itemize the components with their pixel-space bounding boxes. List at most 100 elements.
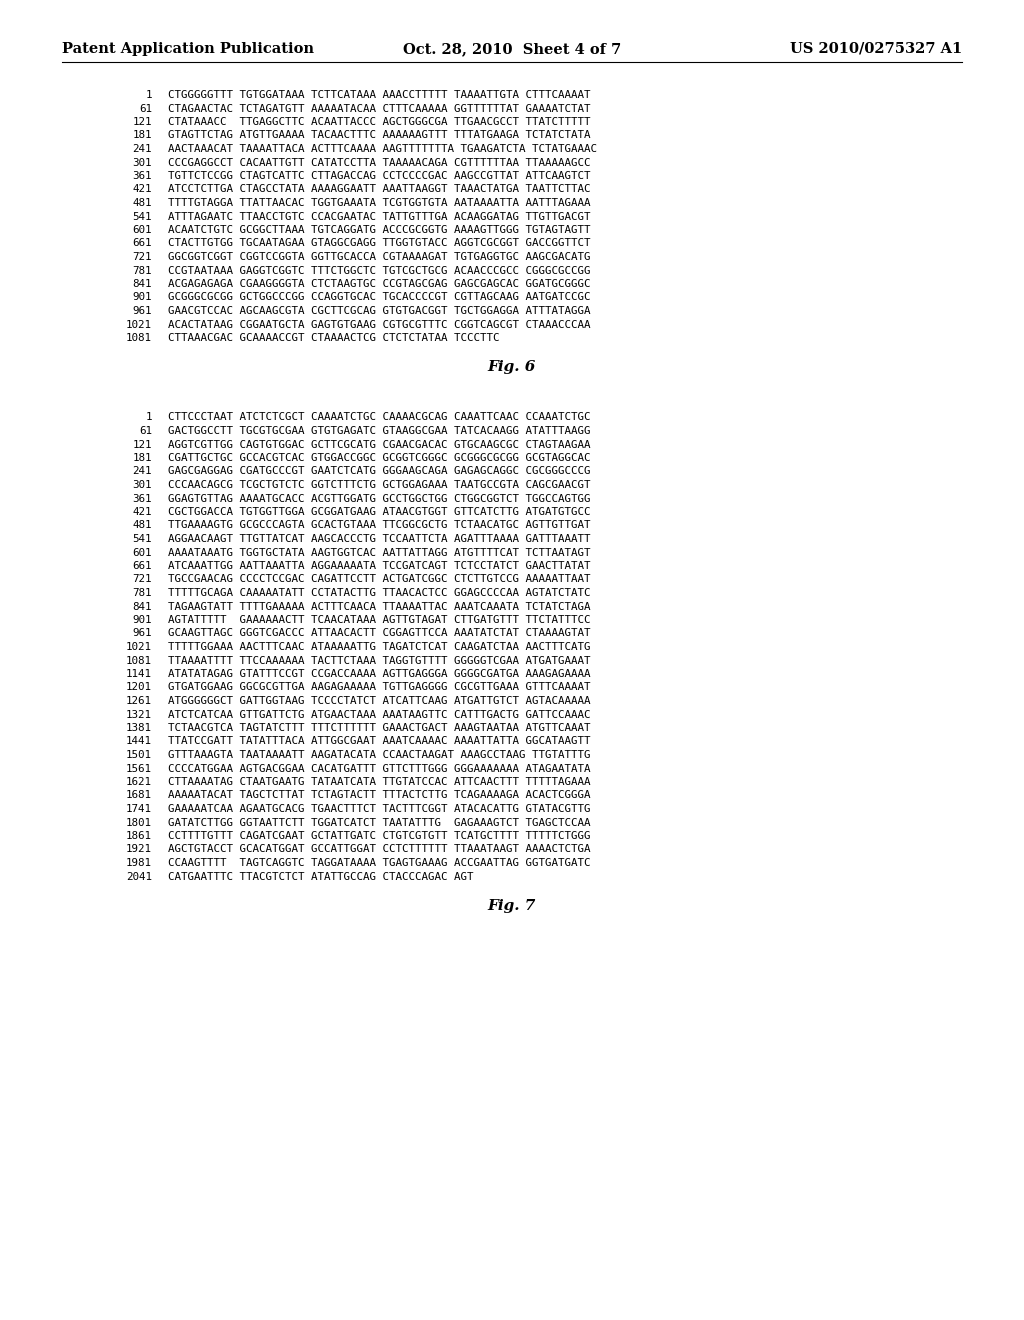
Text: GAGCGAGGAG CGATGCCCGT GAATCTCATG GGGAAGCAGA GAGAGCAGGC CGCGGGCCCG: GAGCGAGGAG CGATGCCCGT GAATCTCATG GGGAAGC… xyxy=(168,466,591,477)
Text: Fig. 7: Fig. 7 xyxy=(487,899,537,913)
Text: GCGGGCGCGG GCTGGCCCGG CCAGGTGCAC TGCACCCCGT CGTTAGCAAG AATGATCCGC: GCGGGCGCGG GCTGGCCCGG CCAGGTGCAC TGCACCC… xyxy=(168,293,591,302)
Text: 541: 541 xyxy=(132,211,152,222)
Text: 1021: 1021 xyxy=(126,319,152,330)
Text: 301: 301 xyxy=(132,480,152,490)
Text: 541: 541 xyxy=(132,535,152,544)
Text: 1: 1 xyxy=(145,90,152,100)
Text: ATGGGGGGCT GATTGGTAAG TCCCCTATCT ATCATTCAAG ATGATTGTCT AGTACAAAAA: ATGGGGGGCT GATTGGTAAG TCCCCTATCT ATCATTC… xyxy=(168,696,591,706)
Text: TTGAAAAGTG GCGCCCAGTA GCACTGTAAA TTCGGCGCTG TCTAACATGC AGTTGTTGAT: TTGAAAAGTG GCGCCCAGTA GCACTGTAAA TTCGGCG… xyxy=(168,520,591,531)
Text: CATGAATTTC TTACGTCTCT ATATTGCCAG CTACCCAGAC AGT: CATGAATTTC TTACGTCTCT ATATTGCCAG CTACCCA… xyxy=(168,871,473,882)
Text: 841: 841 xyxy=(132,279,152,289)
Text: 1381: 1381 xyxy=(126,723,152,733)
Text: CTGGGGGTTT TGTGGATAAA TCTTCATAAA AAACCTTTTT TAAAATTGTA CTTTCAAAAT: CTGGGGGTTT TGTGGATAAA TCTTCATAAA AAACCTT… xyxy=(168,90,591,100)
Text: 241: 241 xyxy=(132,466,152,477)
Text: GACTGGCCTT TGCGTGCGAA GTGTGAGATC GTAAGGCGAA TATCACAAGG ATATTTAAGG: GACTGGCCTT TGCGTGCGAA GTGTGAGATC GTAAGGC… xyxy=(168,426,591,436)
Text: GTTTAAAGTA TAATAAAATT AAGATACATA CCAACTAAGAT AAAGCCTAAG TTGTATTTG: GTTTAAAGTA TAATAAAATT AAGATACATA CCAACTA… xyxy=(168,750,591,760)
Text: TTTTTGGAAA AACTTTCAAC ATAAAAATTG TAGATCTCAT CAAGATCTAA AACTTTCATG: TTTTTGGAAA AACTTTCAAC ATAAAAATTG TAGATCT… xyxy=(168,642,591,652)
Text: ATCAAATTGG AATTAAATTA AGGAAAAATA TCCGATCAGT TCTCCTATCT GAACTTATAT: ATCAAATTGG AATTAAATTA AGGAAAAATA TCCGATC… xyxy=(168,561,591,572)
Text: 1261: 1261 xyxy=(126,696,152,706)
Text: CGATTGCTGC GCCACGTCAC GTGGACCGGC GCGGTCGGGC GCGGGCGCGG GCGTAGGCAC: CGATTGCTGC GCCACGTCAC GTGGACCGGC GCGGTCG… xyxy=(168,453,591,463)
Text: GGAGTGTTAG AAAATGCACC ACGTTGGATG GCCTGGCTGG CTGGCGGTCT TGGCCAGTGG: GGAGTGTTAG AAAATGCACC ACGTTGGATG GCCTGGC… xyxy=(168,494,591,503)
Text: 181: 181 xyxy=(132,453,152,463)
Text: 61: 61 xyxy=(139,426,152,436)
Text: CCGTAATAAA GAGGTCGGTC TTTCTGGCTC TGTCGCTGCG ACAACCCGCC CGGGCGCCGG: CCGTAATAAA GAGGTCGGTC TTTCTGGCTC TGTCGCT… xyxy=(168,265,591,276)
Text: TTAAAATTTT TTCCAAAAAA TACTTCTAAA TAGGTGTTTT GGGGGTCGAA ATGATGAAAT: TTAAAATTTT TTCCAAAAAA TACTTCTAAA TAGGTGT… xyxy=(168,656,591,665)
Text: CTATAAACC  TTGAGGCTTC ACAATTACCC AGCTGGGCGA TTGAACGCCT TTATCTTTTT: CTATAAACC TTGAGGCTTC ACAATTACCC AGCTGGGC… xyxy=(168,117,591,127)
Text: TCTAACGTCA TAGTATCTTT TTTCTTTTTT GAAACTGACT AAAGTAATAA ATGTTCAAAT: TCTAACGTCA TAGTATCTTT TTTCTTTTTT GAAACTG… xyxy=(168,723,591,733)
Text: 1141: 1141 xyxy=(126,669,152,678)
Text: 421: 421 xyxy=(132,507,152,517)
Text: CTACTTGTGG TGCAATAGAA GTAGGCGAGG TTGGTGTACC AGGTCGCGGT GACCGGTTCT: CTACTTGTGG TGCAATAGAA GTAGGCGAGG TTGGTGT… xyxy=(168,239,591,248)
Text: US 2010/0275327 A1: US 2010/0275327 A1 xyxy=(790,42,962,55)
Text: 1861: 1861 xyxy=(126,832,152,841)
Text: 1681: 1681 xyxy=(126,791,152,800)
Text: CCAAGTTTT  TAGTCAGGTC TAGGATAAAA TGAGTGAAAG ACCGAATTAG GGTGATGATC: CCAAGTTTT TAGTCAGGTC TAGGATAAAA TGAGTGAA… xyxy=(168,858,591,869)
Text: 1021: 1021 xyxy=(126,642,152,652)
Text: 361: 361 xyxy=(132,172,152,181)
Text: 661: 661 xyxy=(132,239,152,248)
Text: 1201: 1201 xyxy=(126,682,152,693)
Text: 1081: 1081 xyxy=(126,656,152,665)
Text: 1081: 1081 xyxy=(126,333,152,343)
Text: GATATCTTGG GGTAATTCTT TGGATCATCT TAATATTTG  GAGAAAGTCT TGAGCTCCAA: GATATCTTGG GGTAATTCTT TGGATCATCT TAATATT… xyxy=(168,817,591,828)
Text: 1501: 1501 xyxy=(126,750,152,760)
Text: GAAAAATCAA AGAATGCACG TGAACTTTCT TACTTTCGGT ATACACATTG GTATACGTTG: GAAAAATCAA AGAATGCACG TGAACTTTCT TACTTTC… xyxy=(168,804,591,814)
Text: CTTAAACGAC GCAAAACCGT CTAAAACTCG CTCTCTATAA TCCCTTC: CTTAAACGAC GCAAAACCGT CTAAAACTCG CTCTCTA… xyxy=(168,333,500,343)
Text: Patent Application Publication: Patent Application Publication xyxy=(62,42,314,55)
Text: AGTATTTTT  GAAAAAACTT TCAACATAAA AGTTGTAGAT CTTGATGTTT TTCTATTTCC: AGTATTTTT GAAAAAACTT TCAACATAAA AGTTGTAG… xyxy=(168,615,591,624)
Text: AACTAAACAT TAAAATTACA ACTTTCAAAA AAGTTTTTTTA TGAAGATCTA TCTATGAAAC: AACTAAACAT TAAAATTACA ACTTTCAAAA AAGTTTT… xyxy=(168,144,597,154)
Text: ATCTCATCAA GTTGATTCTG ATGAACTAAA AAATAAGTTC CATTTGACTG GATTCCAAAC: ATCTCATCAA GTTGATTCTG ATGAACTAAA AAATAAG… xyxy=(168,710,591,719)
Text: 1981: 1981 xyxy=(126,858,152,869)
Text: 241: 241 xyxy=(132,144,152,154)
Text: 2041: 2041 xyxy=(126,871,152,882)
Text: CCCCATGGAA AGTGACGGAA CACATGATTT GTTCTTTGGG GGGAAAAAAA ATAGAATATA: CCCCATGGAA AGTGACGGAA CACATGATTT GTTCTTT… xyxy=(168,763,591,774)
Text: ACAATCTGTC GCGGCTTAAA TGTCAGGATG ACCCGCGGTG AAAAGTTGGG TGTAGTAGTT: ACAATCTGTC GCGGCTTAAA TGTCAGGATG ACCCGCG… xyxy=(168,224,591,235)
Text: 1921: 1921 xyxy=(126,845,152,854)
Text: AGCTGTACCT GCACATGGAT GCCATTGGAT CCTCTTTTTT TTAAATAAGT AAAACTCTGA: AGCTGTACCT GCACATGGAT GCCATTGGAT CCTCTTT… xyxy=(168,845,591,854)
Text: 661: 661 xyxy=(132,561,152,572)
Text: ATCCTCTTGA CTAGCCTATA AAAAGGAATT AAATTAAGGT TAAACTATGA TAATTCTTAC: ATCCTCTTGA CTAGCCTATA AAAAGGAATT AAATTAA… xyxy=(168,185,591,194)
Text: TGTTCTCCGG CTAGTCATTC CTTAGACCAG CCTCCCCGAC AAGCCGTTAT ATTCAAGTCT: TGTTCTCCGG CTAGTCATTC CTTAGACCAG CCTCCCC… xyxy=(168,172,591,181)
Text: 1621: 1621 xyxy=(126,777,152,787)
Text: ATATATAGAG GTATTTCCGT CCGACCAAAA AGTTGAGGGA GGGGCGATGA AAAGAGAAAA: ATATATAGAG GTATTTCCGT CCGACCAAAA AGTTGAG… xyxy=(168,669,591,678)
Text: GCAAGTTAGC GGGTCGACCC ATTAACACTT CGGAGTTCCA AAATATCTAT CTAAAAGTAT: GCAAGTTAGC GGGTCGACCC ATTAACACTT CGGAGTT… xyxy=(168,628,591,639)
Text: 421: 421 xyxy=(132,185,152,194)
Text: Oct. 28, 2010  Sheet 4 of 7: Oct. 28, 2010 Sheet 4 of 7 xyxy=(402,42,622,55)
Text: TTTTTGCAGA CAAAAATATT CCTATACTTG TTAACACTCC GGAGCCCCAA AGTATCTATC: TTTTTGCAGA CAAAAATATT CCTATACTTG TTAACAC… xyxy=(168,587,591,598)
Text: 901: 901 xyxy=(132,615,152,624)
Text: AGGAACAAGT TTGTTATCAT AAGCACCCTG TCCAATTCTA AGATTTAAAA GATTTAAATT: AGGAACAAGT TTGTTATCAT AAGCACCCTG TCCAATT… xyxy=(168,535,591,544)
Text: 961: 961 xyxy=(132,306,152,315)
Text: TGCCGAACAG CCCCTCCGAC CAGATTCCTT ACTGATCGGC CTCTTGTCCG AAAAATTAAT: TGCCGAACAG CCCCTCCGAC CAGATTCCTT ACTGATC… xyxy=(168,574,591,585)
Text: 121: 121 xyxy=(132,117,152,127)
Text: CGCTGGACCA TGTGGTTGGA GCGGATGAAG ATAACGTGGT GTTCATCTTG ATGATGTGCC: CGCTGGACCA TGTGGTTGGA GCGGATGAAG ATAACGT… xyxy=(168,507,591,517)
Text: 901: 901 xyxy=(132,293,152,302)
Text: 1801: 1801 xyxy=(126,817,152,828)
Text: GTGATGGAAG GGCGCGTTGA AAGAGAAAAA TGTTGAGGGG CGCGTTGAAA GTTTCAAAAT: GTGATGGAAG GGCGCGTTGA AAGAGAAAAA TGTTGAG… xyxy=(168,682,591,693)
Text: 121: 121 xyxy=(132,440,152,450)
Text: 721: 721 xyxy=(132,574,152,585)
Text: 601: 601 xyxy=(132,224,152,235)
Text: 601: 601 xyxy=(132,548,152,557)
Text: CTAGAACTAC TCTAGATGTT AAAAATACAA CTTTCAAAAA GGTTTTTTAT GAAAATCTAT: CTAGAACTAC TCTAGATGTT AAAAATACAA CTTTCAA… xyxy=(168,103,591,114)
Text: 961: 961 xyxy=(132,628,152,639)
Text: ACGAGAGAGA CGAAGGGGTA CTCTAAGTGC CCGTAGCGAG GAGCGAGCAC GGATGCGGGC: ACGAGAGAGA CGAAGGGGTA CTCTAAGTGC CCGTAGC… xyxy=(168,279,591,289)
Text: 61: 61 xyxy=(139,103,152,114)
Text: Fig. 6: Fig. 6 xyxy=(487,360,537,375)
Text: 1: 1 xyxy=(145,412,152,422)
Text: 301: 301 xyxy=(132,157,152,168)
Text: 721: 721 xyxy=(132,252,152,261)
Text: 361: 361 xyxy=(132,494,152,503)
Text: AAAAATACAT TAGCTCTTAT TCTAGTACTT TTTACTCTTG TCAGAAAAGA ACACTCGGGA: AAAAATACAT TAGCTCTTAT TCTAGTACTT TTTACTC… xyxy=(168,791,591,800)
Text: CCTTTTGTTT CAGATCGAAT GCTATTGATC CTGTCGTGTT TCATGCTTTT TTTTTCTGGG: CCTTTTGTTT CAGATCGAAT GCTATTGATC CTGTCGT… xyxy=(168,832,591,841)
Text: CTTAAAATAG CTAATGAATG TATAATCATA TTGTATCCAC ATTCAACTTT TTTTTAGAAA: CTTAAAATAG CTAATGAATG TATAATCATA TTGTATC… xyxy=(168,777,591,787)
Text: 1441: 1441 xyxy=(126,737,152,747)
Text: GGCGGTCGGT CGGTCCGGTA GGTTGCACCA CGTAAAAGAT TGTGAGGTGC AAGCGACATG: GGCGGTCGGT CGGTCCGGTA GGTTGCACCA CGTAAAA… xyxy=(168,252,591,261)
Text: CCCGAGGCCT CACAATTGTT CATATCCTTA TAAAAACAGA CGTTTTTTAA TTAAAAAGCC: CCCGAGGCCT CACAATTGTT CATATCCTTA TAAAAAC… xyxy=(168,157,591,168)
Text: TTATCCGATT TATATTTACA ATTGGCGAAT AAATCAAAAC AAAATTATTA GGCATAAGTT: TTATCCGATT TATATTTACA ATTGGCGAAT AAATCAA… xyxy=(168,737,591,747)
Text: 781: 781 xyxy=(132,587,152,598)
Text: GAACGTCCAC AGCAAGCGTA CGCTTCGCAG GTGTGACGGT TGCTGGAGGA ATTTATAGGA: GAACGTCCAC AGCAAGCGTA CGCTTCGCAG GTGTGAC… xyxy=(168,306,591,315)
Text: 1321: 1321 xyxy=(126,710,152,719)
Text: AGGTCGTTGG CAGTGTGGAC GCTTCGCATG CGAACGACAC GTGCAAGCGC CTAGTAAGAA: AGGTCGTTGG CAGTGTGGAC GCTTCGCATG CGAACGA… xyxy=(168,440,591,450)
Text: CTTCCCTAAT ATCTCTCGCT CAAAATCTGC CAAAACGCAG CAAATTCAAC CCAAATCTGC: CTTCCCTAAT ATCTCTCGCT CAAAATCTGC CAAAACG… xyxy=(168,412,591,422)
Text: CCCAACAGCG TCGCTGTCTC GGTCTTTCTG GCTGGAGAAA TAATGCCGTA CAGCGAACGT: CCCAACAGCG TCGCTGTCTC GGTCTTTCTG GCTGGAG… xyxy=(168,480,591,490)
